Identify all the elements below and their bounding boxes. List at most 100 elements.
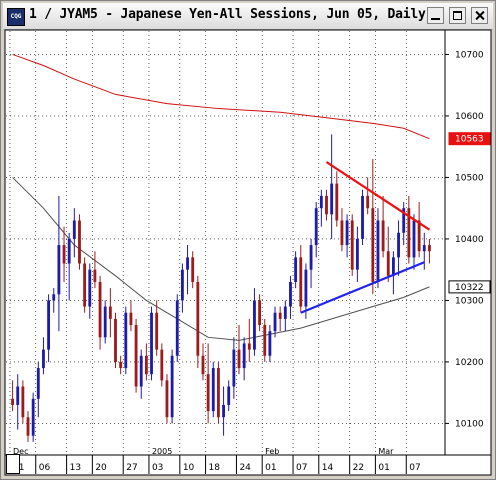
y-tick-label: 10700: [455, 50, 484, 60]
candle-body: [11, 398, 14, 405]
candle-body: [139, 355, 143, 387]
candle-body: [350, 220, 354, 270]
candle-body: [376, 220, 380, 282]
candle-body: [155, 312, 159, 350]
window-title: 1 / JYAM5 - Japanese Yen-All Sessions, J…: [29, 7, 426, 22]
x-tick-label: 24: [239, 463, 251, 473]
x-tick-label: 20: [95, 463, 107, 473]
candle-body: [72, 220, 76, 239]
candle-body: [144, 355, 148, 375]
candle-body: [134, 325, 138, 387]
x-tick-label: 18: [209, 463, 221, 473]
candle-body: [222, 404, 225, 418]
candle-body: [263, 325, 267, 356]
candle-body: [402, 208, 406, 233]
y-axis-ticks: 10100 10200 10300 10400 10500 10600 10700: [445, 50, 484, 429]
candle-body: [278, 312, 282, 319]
x-tick-label: 01: [265, 463, 276, 473]
candle-body: [62, 245, 66, 264]
candle-body: [319, 195, 323, 209]
candle-body: [26, 417, 30, 436]
candle-body: [232, 349, 236, 387]
candle-body: [335, 183, 339, 221]
app-icon: CQG: [7, 8, 25, 26]
candle-body: [304, 269, 308, 307]
y-axis-panel: [444, 29, 492, 456]
price-tags: 10563 10322: [448, 132, 491, 294]
candle-body: [150, 312, 153, 375]
candle-body: [345, 220, 349, 246]
candle-body: [114, 318, 117, 362]
x-tick-label: 27: [126, 463, 137, 473]
grid-lines: Dec 2005 Feb Mar: [6, 31, 444, 456]
minimize-button[interactable]: [427, 7, 444, 24]
candle-body: [428, 245, 431, 252]
candle-body: [361, 195, 364, 239]
candle-body: [36, 368, 40, 399]
close-button[interactable]: [471, 7, 488, 24]
candle-body: [201, 355, 205, 375]
y-tick-label: 10100: [455, 419, 484, 429]
month-label: 2005: [152, 447, 172, 456]
candle-body: [67, 238, 71, 264]
candlesticks: [11, 134, 431, 442]
x-axis-panel: [4, 454, 492, 476]
candle-body: [175, 300, 179, 356]
candle-body: [268, 331, 272, 356]
x-tick-label: 14: [322, 463, 334, 473]
candle-body: [206, 374, 210, 412]
candle-body: [83, 263, 87, 307]
y-tick-label: 10300: [455, 296, 484, 306]
candle-body: [165, 380, 169, 418]
x-tick-label: 13: [70, 463, 81, 473]
candle-body: [309, 245, 313, 270]
candle-body: [98, 281, 102, 338]
candle-body: [180, 269, 184, 301]
candle-body: [217, 368, 220, 418]
candle-body: [52, 294, 56, 301]
candle-body: [78, 220, 81, 264]
candle-body: [108, 306, 112, 319]
candle-body: [211, 368, 215, 412]
month-label: Feb: [265, 447, 279, 456]
title-bar[interactable]: CQG 1 / JYAM5 - Japanese Yen-All Session…: [3, 3, 493, 30]
candle-body: [227, 386, 231, 405]
candle-body: [340, 220, 344, 246]
trendline: [300, 261, 425, 314]
candle-body: [417, 220, 421, 252]
candle-body: [21, 386, 25, 418]
y-tick-label: 10500: [455, 173, 484, 183]
price-tag-box: [448, 280, 491, 294]
month-label: Mar: [378, 447, 394, 456]
candle-body: [258, 300, 262, 326]
candle-body: [289, 281, 292, 307]
x-tick-label: 07: [296, 463, 307, 473]
candle-body: [247, 343, 251, 350]
candle-body: [237, 349, 241, 369]
maximize-button[interactable]: [449, 7, 466, 24]
candle-body: [191, 257, 195, 282]
candle-body: [253, 300, 256, 350]
candle-body: [314, 208, 318, 246]
y-tick-label: 10400: [455, 235, 484, 245]
candle-body: [88, 269, 92, 307]
trendlines: [300, 161, 431, 314]
month-label: Dec: [13, 447, 28, 456]
corner-box: [6, 454, 20, 474]
candle-body: [119, 361, 123, 369]
candle-body: [386, 251, 390, 276]
x-tick-label: 06: [39, 463, 51, 473]
y-tick-label: 10200: [455, 358, 484, 368]
x-tick-label: 01: [378, 463, 389, 473]
candle-body: [422, 245, 426, 252]
candle-body: [273, 312, 277, 332]
price-tag-box: [448, 132, 491, 146]
candle-body: [412, 220, 416, 258]
candle-body: [366, 195, 370, 209]
candle-body: [16, 386, 20, 405]
candle-body: [42, 349, 45, 369]
candle-body: [242, 343, 246, 369]
x-tick-label: 22: [353, 463, 364, 473]
candle-body: [330, 183, 334, 215]
